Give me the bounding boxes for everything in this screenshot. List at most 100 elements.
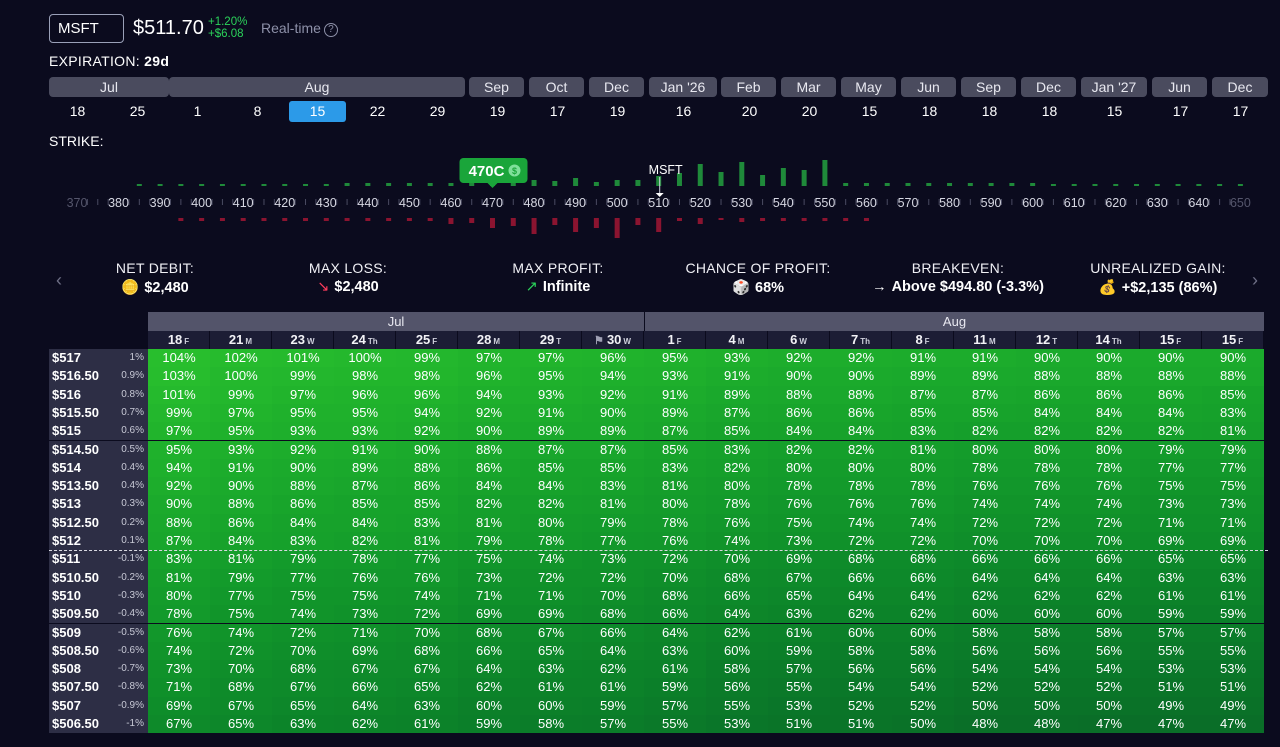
profit-cell[interactable]: 85% <box>582 458 644 478</box>
profit-cell[interactable]: 55% <box>706 696 768 715</box>
profit-cell[interactable]: 69% <box>1202 532 1264 551</box>
profit-cell[interactable]: 85% <box>892 403 954 423</box>
expiration-month-0[interactable]: Jul <box>49 77 169 97</box>
profit-cell[interactable]: 69% <box>1140 532 1202 551</box>
profit-cell[interactable]: 81% <box>644 477 706 496</box>
strike-tick-500[interactable]: 500 <box>607 196 628 210</box>
expiration-month-13[interactable]: Jun <box>1152 77 1207 97</box>
strike-tick-470[interactable]: 470 <box>482 196 503 210</box>
profit-cell[interactable]: 62% <box>458 678 520 697</box>
profit-cell[interactable]: 71% <box>148 678 210 697</box>
profit-cell[interactable]: 73% <box>148 660 210 679</box>
strike-tick-620[interactable]: 620 <box>1105 196 1126 210</box>
profit-cell[interactable]: 77% <box>582 532 644 551</box>
expiration-month-8[interactable]: May <box>841 77 896 97</box>
profit-cell[interactable]: 84% <box>520 477 582 496</box>
profit-cell[interactable]: 92% <box>582 385 644 404</box>
profit-cell[interactable]: 56% <box>1078 641 1140 661</box>
profit-cell[interactable]: 82% <box>706 458 768 478</box>
profit-cell[interactable]: 84% <box>830 422 892 441</box>
profit-cell[interactable]: 53% <box>768 696 830 715</box>
strike-tick-440[interactable]: 440 <box>357 196 378 210</box>
profit-cell[interactable]: 75% <box>210 605 272 624</box>
profit-cell[interactable]: 78% <box>1016 458 1078 478</box>
profit-cell[interactable]: 69% <box>148 696 210 715</box>
profit-cell[interactable]: 88% <box>458 440 520 459</box>
profit-cell[interactable]: 72% <box>644 550 706 569</box>
profit-cell[interactable]: 65% <box>520 641 582 661</box>
profit-cell[interactable]: 63% <box>644 641 706 661</box>
profit-cell[interactable]: 76% <box>1078 477 1140 496</box>
profit-cell[interactable]: 77% <box>210 586 272 606</box>
profit-cell[interactable]: 59% <box>1202 605 1264 624</box>
expiration-day-2[interactable]: 1 <box>193 103 202 119</box>
profit-cell[interactable]: 84% <box>458 477 520 496</box>
table-col-header[interactable]: 24 Th <box>334 331 396 349</box>
profit-cell[interactable]: 63% <box>768 605 830 624</box>
profit-cell[interactable]: 84% <box>210 532 272 551</box>
profit-cell[interactable]: 57% <box>768 660 830 679</box>
profit-cell[interactable]: 66% <box>644 605 706 624</box>
profit-cell[interactable]: 85% <box>954 403 1016 423</box>
strike-tick-540[interactable]: 540 <box>773 196 794 210</box>
profit-cell[interactable]: 73% <box>582 550 644 569</box>
profit-cell[interactable]: 60% <box>458 696 520 715</box>
profit-cell[interactable]: 60% <box>1016 605 1078 624</box>
profit-cell[interactable]: 86% <box>830 403 892 423</box>
profit-cell[interactable]: 91% <box>892 349 954 368</box>
profit-cell[interactable]: 79% <box>1202 440 1264 459</box>
profit-cell[interactable]: 68% <box>582 605 644 624</box>
profit-cell[interactable]: 59% <box>582 696 644 715</box>
profit-cell[interactable]: 64% <box>954 568 1016 587</box>
profit-cell[interactable]: 70% <box>1078 532 1140 551</box>
profit-cell[interactable]: 53% <box>1202 660 1264 679</box>
profit-cell[interactable]: 101% <box>272 349 334 368</box>
profit-cell[interactable]: 82% <box>954 422 1016 441</box>
table-col-header[interactable]: 11 M <box>954 331 1016 349</box>
profit-cell[interactable]: 71% <box>458 586 520 606</box>
profit-cell[interactable]: 82% <box>458 495 520 514</box>
profit-cell[interactable]: 58% <box>706 660 768 679</box>
profit-cell[interactable]: 83% <box>272 532 334 551</box>
profit-cell[interactable]: 73% <box>768 532 830 551</box>
profit-cell[interactable]: 90% <box>148 495 210 514</box>
strike-tick-630[interactable]: 630 <box>1147 196 1168 210</box>
profit-cell[interactable]: 82% <box>334 532 396 551</box>
profit-cell[interactable]: 67% <box>210 696 272 715</box>
profit-cell[interactable]: 47% <box>1078 715 1140 734</box>
profit-cell[interactable]: 83% <box>644 458 706 478</box>
profit-cell[interactable]: 61% <box>1140 586 1202 606</box>
profit-cell[interactable]: 76% <box>148 623 210 642</box>
profit-cell[interactable]: 74% <box>520 550 582 569</box>
profit-cell[interactable]: 97% <box>458 349 520 368</box>
profit-cell[interactable]: 64% <box>458 660 520 679</box>
profit-cell[interactable]: 86% <box>210 513 272 532</box>
profit-cell[interactable]: 92% <box>396 422 458 441</box>
profit-cell[interactable]: 87% <box>892 385 954 404</box>
expiration-day-13[interactable]: 15 <box>861 103 878 119</box>
profit-cell[interactable]: 72% <box>1078 513 1140 532</box>
profit-cell[interactable]: 79% <box>272 550 334 569</box>
profit-cell[interactable]: 88% <box>830 385 892 404</box>
profit-cell[interactable]: 59% <box>644 678 706 697</box>
table-col-header[interactable]: 23 W <box>272 331 334 349</box>
profit-cell[interactable]: 49% <box>1140 696 1202 715</box>
profit-cell[interactable]: 85% <box>334 495 396 514</box>
profit-cell[interactable]: 95% <box>210 422 272 441</box>
profit-cell[interactable]: 75% <box>458 550 520 569</box>
strike-tick-380[interactable]: 380 <box>108 196 129 210</box>
profit-cell[interactable]: 80% <box>892 458 954 478</box>
profit-cell[interactable]: 87% <box>954 385 1016 404</box>
profit-cell[interactable]: 62% <box>706 623 768 642</box>
strike-tick-600[interactable]: 600 <box>1022 196 1043 210</box>
profit-cell[interactable]: 85% <box>520 458 582 478</box>
profit-cell[interactable]: 52% <box>954 678 1016 697</box>
profit-cell[interactable]: 70% <box>396 623 458 642</box>
profit-cell[interactable]: 95% <box>148 440 210 459</box>
profit-cell[interactable]: 90% <box>396 440 458 459</box>
profit-cell[interactable]: 54% <box>830 678 892 697</box>
profit-cell[interactable]: 66% <box>334 678 396 697</box>
profit-cell[interactable]: 86% <box>458 458 520 478</box>
profit-cell[interactable]: 74% <box>396 586 458 606</box>
profit-cell[interactable]: 50% <box>892 715 954 734</box>
